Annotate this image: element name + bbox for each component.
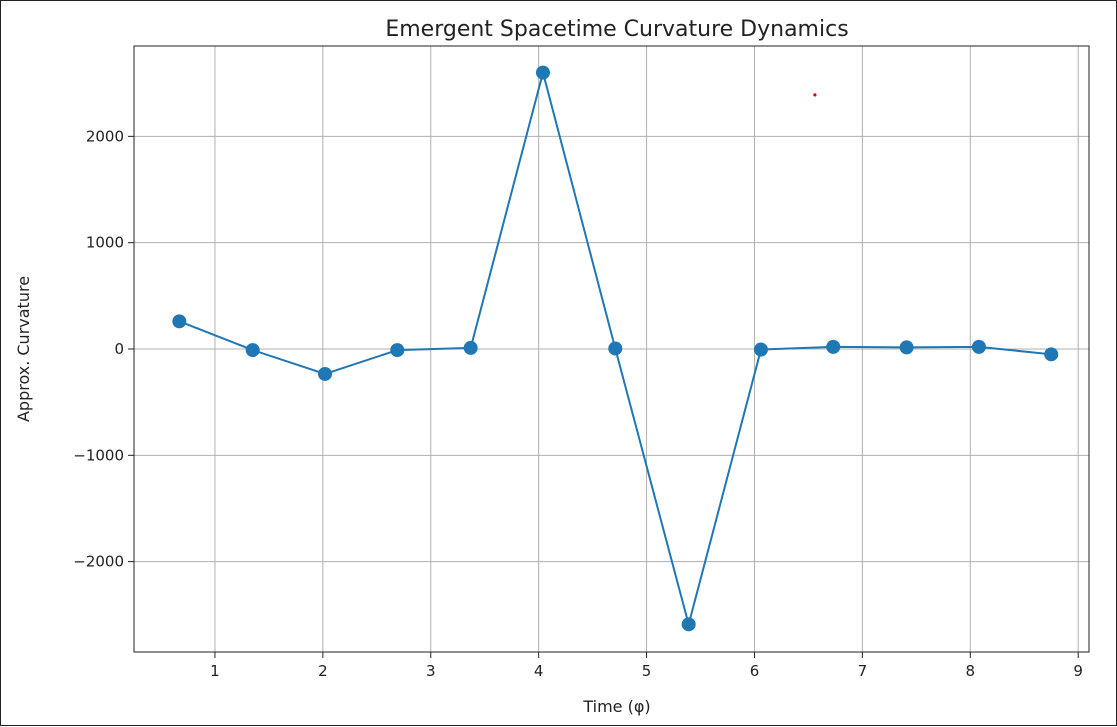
x-tick-label: 8 [966, 662, 976, 680]
data-point [1044, 347, 1059, 362]
data-point [245, 343, 260, 358]
annotation-point [813, 93, 817, 97]
y-tick-label: −2000 [73, 553, 124, 571]
x-tick-label: 4 [534, 662, 544, 680]
x-tick-label: 3 [426, 662, 436, 680]
y-tick-label: 1000 [86, 234, 124, 252]
ticks-layer: 1 2 3 4 5 6 7 8 9 −2000 −1000 0 1000 2000 [73, 127, 1083, 680]
chart-title: Emergent Spacetime Curvature Dynamics [385, 17, 848, 42]
data-point [681, 617, 696, 632]
data-point [463, 340, 478, 355]
x-tick-label: 6 [750, 662, 760, 680]
x-tick-label: 1 [210, 662, 220, 680]
data-point [608, 341, 623, 356]
data-point [535, 65, 550, 80]
y-tick-label: −1000 [73, 446, 124, 464]
data-point [753, 342, 768, 357]
series-layer [172, 65, 1059, 632]
data-point [172, 314, 187, 329]
data-point [318, 366, 332, 381]
x-axis-label: Time (φ) [582, 697, 650, 716]
x-tick-label: 2 [318, 662, 328, 680]
y-axis-label: Approx. Curvature [14, 276, 33, 422]
x-tick-label: 7 [858, 662, 868, 680]
data-point [390, 343, 405, 358]
x-tick-label: 9 [1073, 662, 1083, 680]
x-tick-label: 5 [642, 662, 652, 680]
data-point [826, 339, 841, 354]
data-point [899, 340, 914, 355]
y-tick-label: 0 [114, 340, 124, 358]
y-tick-label: 2000 [86, 127, 124, 145]
data-point [971, 339, 986, 354]
